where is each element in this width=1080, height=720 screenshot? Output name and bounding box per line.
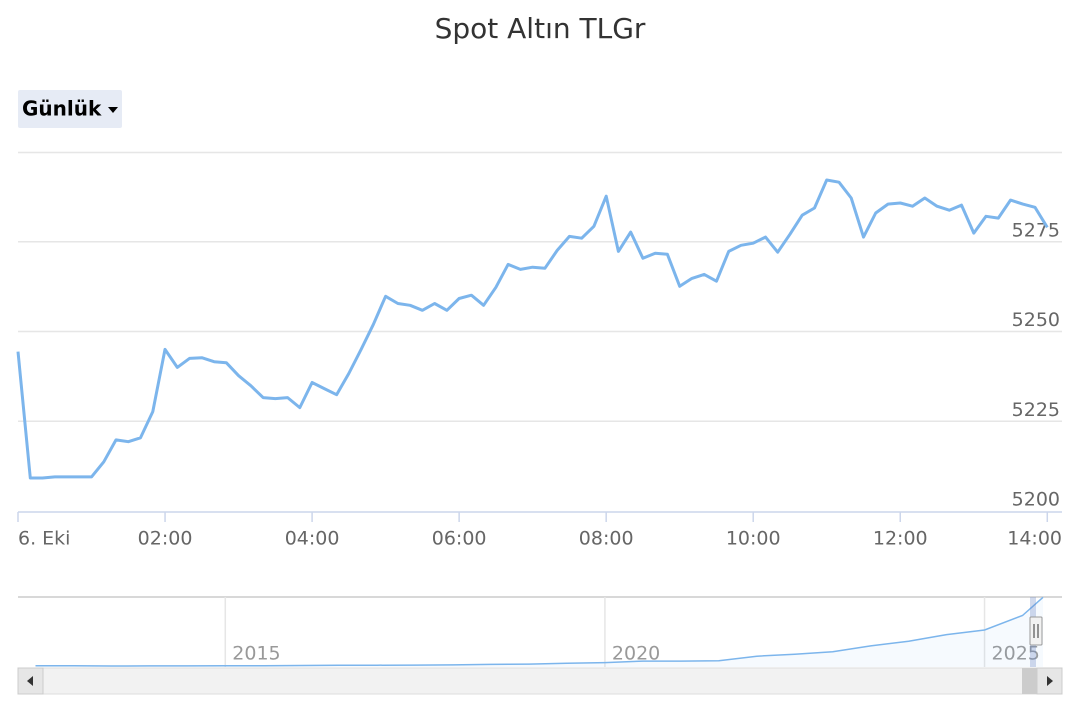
chart-title: Spot Altın TLGr xyxy=(435,12,646,45)
range-selector-button[interactable] xyxy=(18,90,122,128)
navigator-line xyxy=(35,596,1044,667)
y-tick-label: 5225 xyxy=(1012,399,1060,421)
x-tick-label: 10:00 xyxy=(726,528,781,550)
scrollbar-track[interactable] xyxy=(17,667,1063,695)
scrollbar-left-arrow[interactable] xyxy=(27,676,33,686)
y-tick-label: 5275 xyxy=(1012,219,1060,241)
x-tick-label: 6. Eki xyxy=(18,528,70,550)
scrollbar[interactable] xyxy=(17,667,1063,695)
navigator-handle[interactable] xyxy=(1029,616,1043,646)
x-tick-label: 08:00 xyxy=(579,528,634,550)
navigator-tick-label: 2015 xyxy=(232,643,280,665)
y-tick-label: 5200 xyxy=(1012,489,1060,511)
x-tick-label: 06:00 xyxy=(432,528,487,550)
scrollbar-left-button[interactable] xyxy=(17,667,44,695)
y-tick-label: 5250 xyxy=(1012,309,1060,331)
navigator-tick-label: 2025 xyxy=(992,643,1040,665)
range-selector-label[interactable]: Günlük xyxy=(22,97,102,121)
x-tick-label: 02:00 xyxy=(138,528,193,550)
x-tick-label: 14:00 xyxy=(1007,528,1062,550)
scrollbar-thumb[interactable] xyxy=(1022,668,1037,694)
x-tick-label: 04:00 xyxy=(285,528,340,550)
price-line xyxy=(16,178,1049,480)
dropdown-caret[interactable] xyxy=(108,107,118,113)
range-selector[interactable]: Günlük xyxy=(18,90,122,128)
scrollbar-right-arrow[interactable] xyxy=(1047,676,1053,686)
x-tick-label: 12:00 xyxy=(873,528,928,550)
navigator-tick-label: 2020 xyxy=(612,643,660,665)
navigator-handle-grip[interactable] xyxy=(1033,624,1039,638)
navigator-area xyxy=(35,597,1043,667)
